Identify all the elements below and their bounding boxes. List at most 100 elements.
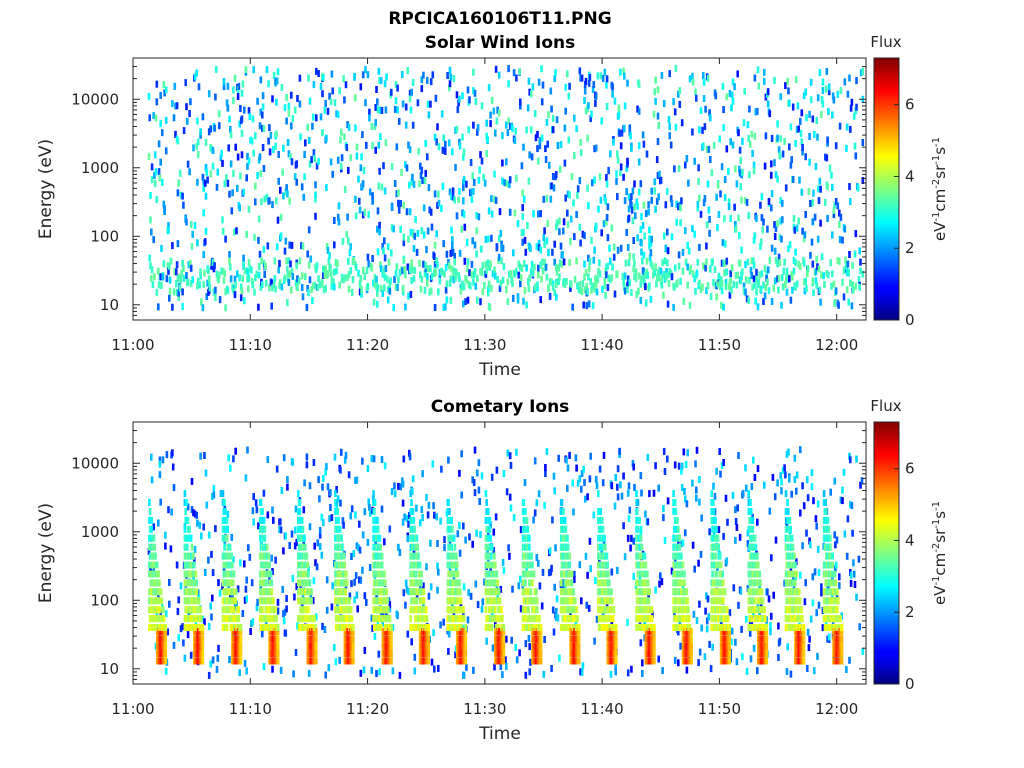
heatmap-cell xyxy=(380,561,384,569)
heatmap-cell xyxy=(214,93,217,101)
heatmap-cell xyxy=(719,470,722,478)
heatmap-cell xyxy=(627,259,631,267)
heatmap-cell xyxy=(709,156,712,163)
heatmap-cell xyxy=(304,273,307,281)
heatmap-cell xyxy=(830,282,833,290)
heatmap-cell xyxy=(454,126,457,134)
heatmap-cell xyxy=(279,213,283,221)
heatmap-cell xyxy=(226,615,229,623)
heatmap-cell xyxy=(373,123,377,131)
heatmap-cell xyxy=(437,568,440,576)
heatmap-cell xyxy=(237,615,240,623)
heatmap-cell xyxy=(388,601,392,609)
heatmap-cell xyxy=(195,579,198,587)
heatmap-cell xyxy=(481,261,485,269)
heatmap-cell xyxy=(259,624,263,631)
heatmap-cell xyxy=(550,564,553,572)
heatmap-cell xyxy=(765,274,768,282)
heatmap-cell xyxy=(150,516,153,524)
heatmap-cell xyxy=(272,516,275,524)
heatmap-cell xyxy=(166,262,169,270)
heatmap-cell xyxy=(325,243,329,250)
heatmap-cell xyxy=(245,595,248,603)
heatmap-cell xyxy=(429,208,433,216)
heatmap-cell xyxy=(411,487,414,495)
heatmap-cell xyxy=(434,269,438,277)
heatmap-cell xyxy=(537,490,541,498)
heatmap-cell xyxy=(250,137,254,145)
heatmap-cell xyxy=(850,502,854,510)
heatmap-cell xyxy=(659,176,663,184)
heatmap-cell xyxy=(420,570,423,578)
heatmap-cell xyxy=(448,66,452,74)
heatmap-cell xyxy=(420,506,424,513)
heatmap-cell xyxy=(172,484,176,492)
heatmap-cell xyxy=(285,595,288,602)
heatmap-cell xyxy=(267,615,271,623)
heatmap-cell xyxy=(564,83,567,91)
heatmap-cell xyxy=(353,73,356,80)
heatmap-cell xyxy=(640,275,643,283)
heatmap-cell xyxy=(361,211,365,219)
heatmap-cell xyxy=(338,525,342,533)
heatmap-cell xyxy=(839,496,843,504)
heatmap-cell xyxy=(193,579,196,587)
heatmap-cell xyxy=(544,145,547,153)
heatmap-cell xyxy=(697,178,700,185)
heatmap-cell xyxy=(408,89,412,97)
heatmap-cell xyxy=(819,185,822,193)
heatmap-cell xyxy=(441,182,445,190)
heatmap-cell xyxy=(242,188,245,196)
heatmap-cell xyxy=(725,557,729,565)
heatmap-cell xyxy=(578,223,582,231)
heatmap-cell xyxy=(347,285,351,293)
heatmap-cell xyxy=(492,547,496,554)
heatmap-cell xyxy=(348,592,352,600)
heatmap-cell xyxy=(666,187,669,195)
heatmap-cell xyxy=(695,486,698,494)
heatmap-cell xyxy=(408,512,411,520)
heatmap-cell xyxy=(651,262,654,270)
heatmap-cell xyxy=(348,615,351,623)
heatmap-cell xyxy=(545,118,549,126)
heatmap-cell xyxy=(415,248,419,256)
heatmap-cell xyxy=(598,270,602,278)
heatmap-cell xyxy=(218,589,222,597)
heatmap-cell xyxy=(543,636,546,643)
heatmap-cell xyxy=(307,579,310,587)
heatmap-cell xyxy=(456,530,460,538)
heatmap-cell xyxy=(576,479,580,487)
heatmap-cell xyxy=(706,282,710,290)
heatmap-cell xyxy=(375,570,378,578)
x-tick-label: 11:50 xyxy=(698,336,741,354)
heatmap-cell xyxy=(629,544,632,552)
heatmap-cell xyxy=(261,144,265,151)
heatmap-cell xyxy=(791,273,794,281)
heatmap-cell xyxy=(514,644,517,651)
heatmap-cell xyxy=(293,526,297,534)
heatmap-cell xyxy=(274,142,277,150)
heatmap-cell xyxy=(418,615,422,623)
heatmap-cell xyxy=(816,94,820,102)
heatmap-cell xyxy=(247,157,251,165)
heatmap-cell xyxy=(576,185,580,193)
heatmap-cell xyxy=(573,233,576,241)
heatmap-cell xyxy=(473,489,477,497)
heatmap-cell xyxy=(258,516,262,524)
heatmap-cell xyxy=(275,197,278,205)
heatmap-cell xyxy=(720,462,724,469)
heatmap-cell xyxy=(222,83,226,91)
heatmap-cell xyxy=(157,168,161,176)
heatmap-cell xyxy=(325,134,328,142)
heatmap-cell xyxy=(462,671,466,679)
heatmap-cell xyxy=(164,642,168,650)
heatmap-cell xyxy=(697,559,700,567)
heatmap-cell xyxy=(370,455,374,462)
heatmap-cell xyxy=(313,615,316,623)
heatmap-cell xyxy=(845,552,849,560)
heatmap-cell xyxy=(650,235,653,243)
heatmap-cell xyxy=(500,257,503,265)
heatmap-cell xyxy=(387,606,390,614)
heatmap-cell xyxy=(627,515,631,523)
heatmap-cell xyxy=(739,587,743,595)
